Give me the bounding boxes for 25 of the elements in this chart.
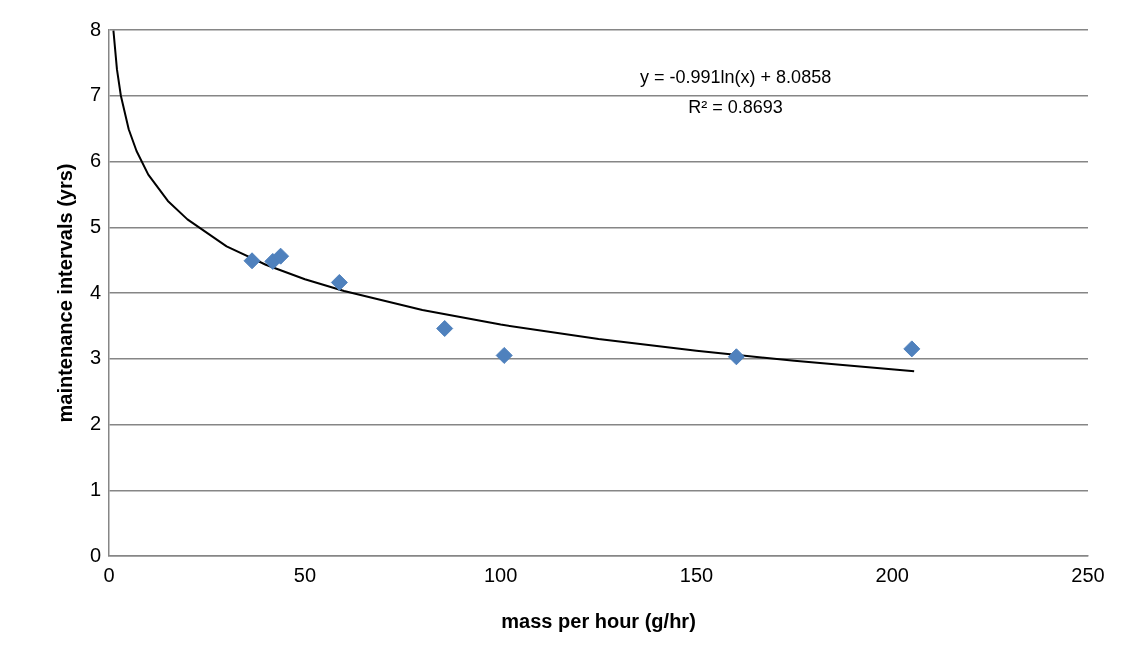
point — [330, 273, 348, 291]
x-tick-label: 100 — [483, 563, 518, 586]
y-tick-label: 2 — [90, 412, 102, 435]
y-axis-title: maintenance intervals (yrs) — [53, 163, 76, 423]
point — [436, 320, 454, 338]
y-tick-label: 7 — [90, 83, 102, 106]
y-tick-label: 6 — [90, 149, 102, 172]
point — [903, 340, 921, 358]
point — [272, 247, 290, 265]
point — [727, 348, 745, 366]
x-tick-label: 50 — [293, 563, 317, 586]
annotation: R² = 0.8693 — [688, 96, 783, 117]
point — [495, 346, 513, 364]
x-tick-label: 150 — [679, 563, 714, 586]
y-tick-label: 0 — [90, 543, 102, 566]
annotation: y = -0.991ln(x) + 8.0858 — [640, 66, 832, 87]
point — [243, 252, 261, 270]
y-tick-label: 4 — [90, 280, 102, 303]
x-tick-label: 250 — [1071, 563, 1105, 586]
y-tick-label: 8 — [90, 17, 102, 40]
y-tick-label: 1 — [90, 477, 102, 500]
y-tick-label: 3 — [90, 346, 102, 369]
y-tick-label: 5 — [90, 214, 102, 237]
x-tick-label: 200 — [875, 563, 909, 586]
x-axis-title: mass per hour (g/hr) — [501, 609, 696, 632]
